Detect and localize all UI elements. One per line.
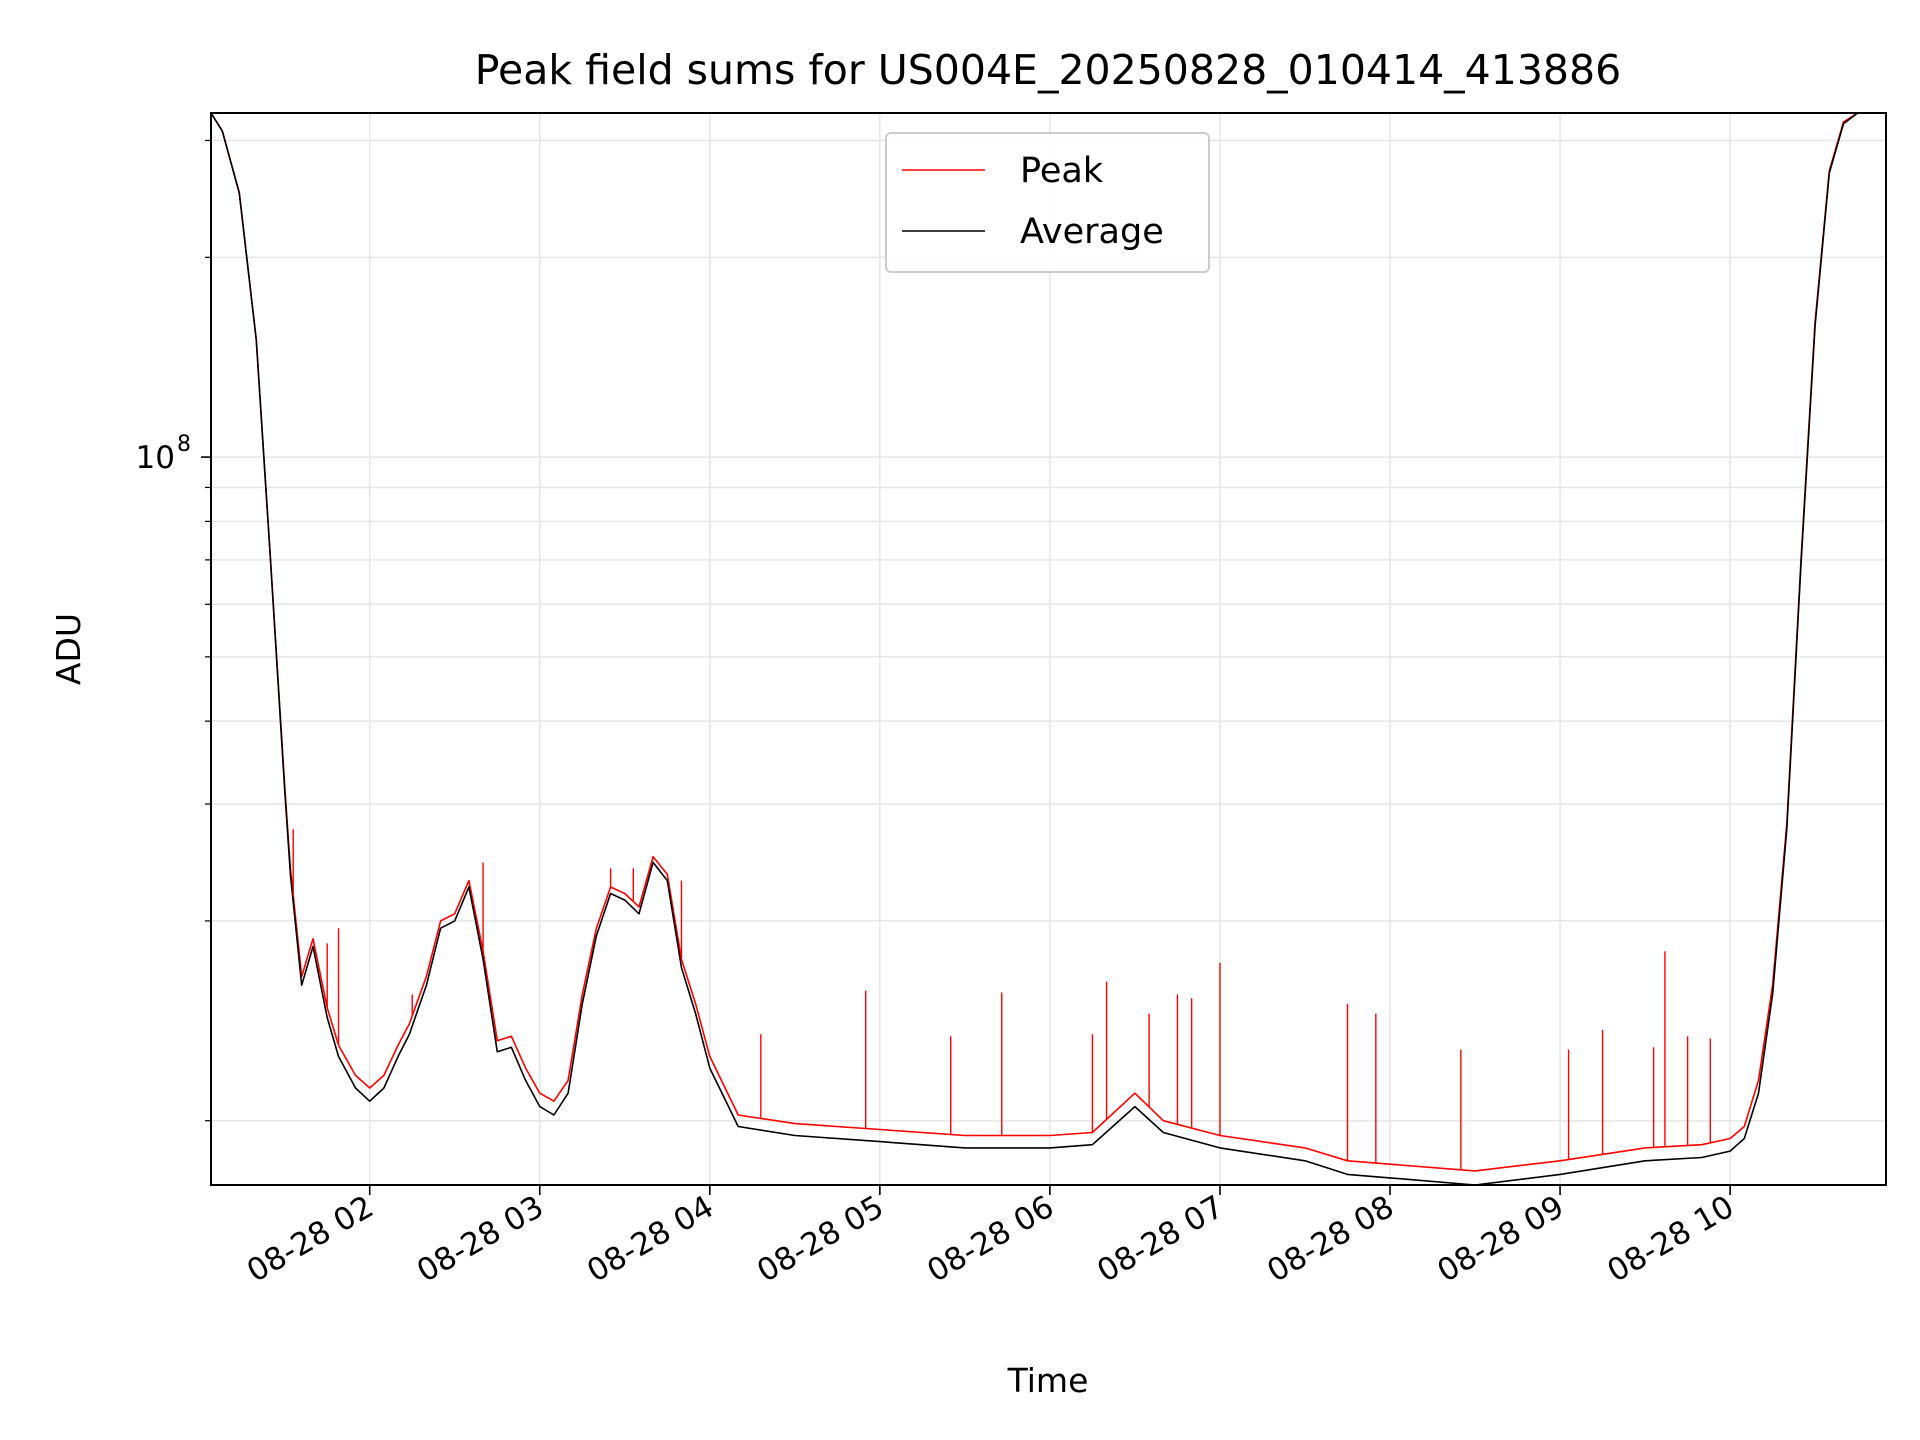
plot-frame	[210, 112, 1887, 1186]
y-tick-label-base: 10	[136, 440, 175, 476]
series-line-peak	[211, 113, 1886, 1172]
legend: Peak Average	[885, 132, 1210, 273]
series-layer	[211, 113, 1886, 1185]
legend-label-peak: Peak	[1020, 151, 1104, 191]
chart-title: Peak field sums for US004E_20250828_0104…	[475, 46, 1621, 94]
y-tick-label: 10 8	[136, 432, 191, 476]
series-line-average	[211, 113, 1886, 1185]
y-tick-label-exponent: 8	[177, 432, 191, 457]
y-axis-label: ADU	[49, 613, 88, 685]
legend-label-average: Average	[1020, 212, 1164, 252]
grid-layer	[211, 113, 1886, 1185]
legend-box	[885, 132, 1210, 273]
x-axis-label: Time	[1007, 1361, 1089, 1400]
